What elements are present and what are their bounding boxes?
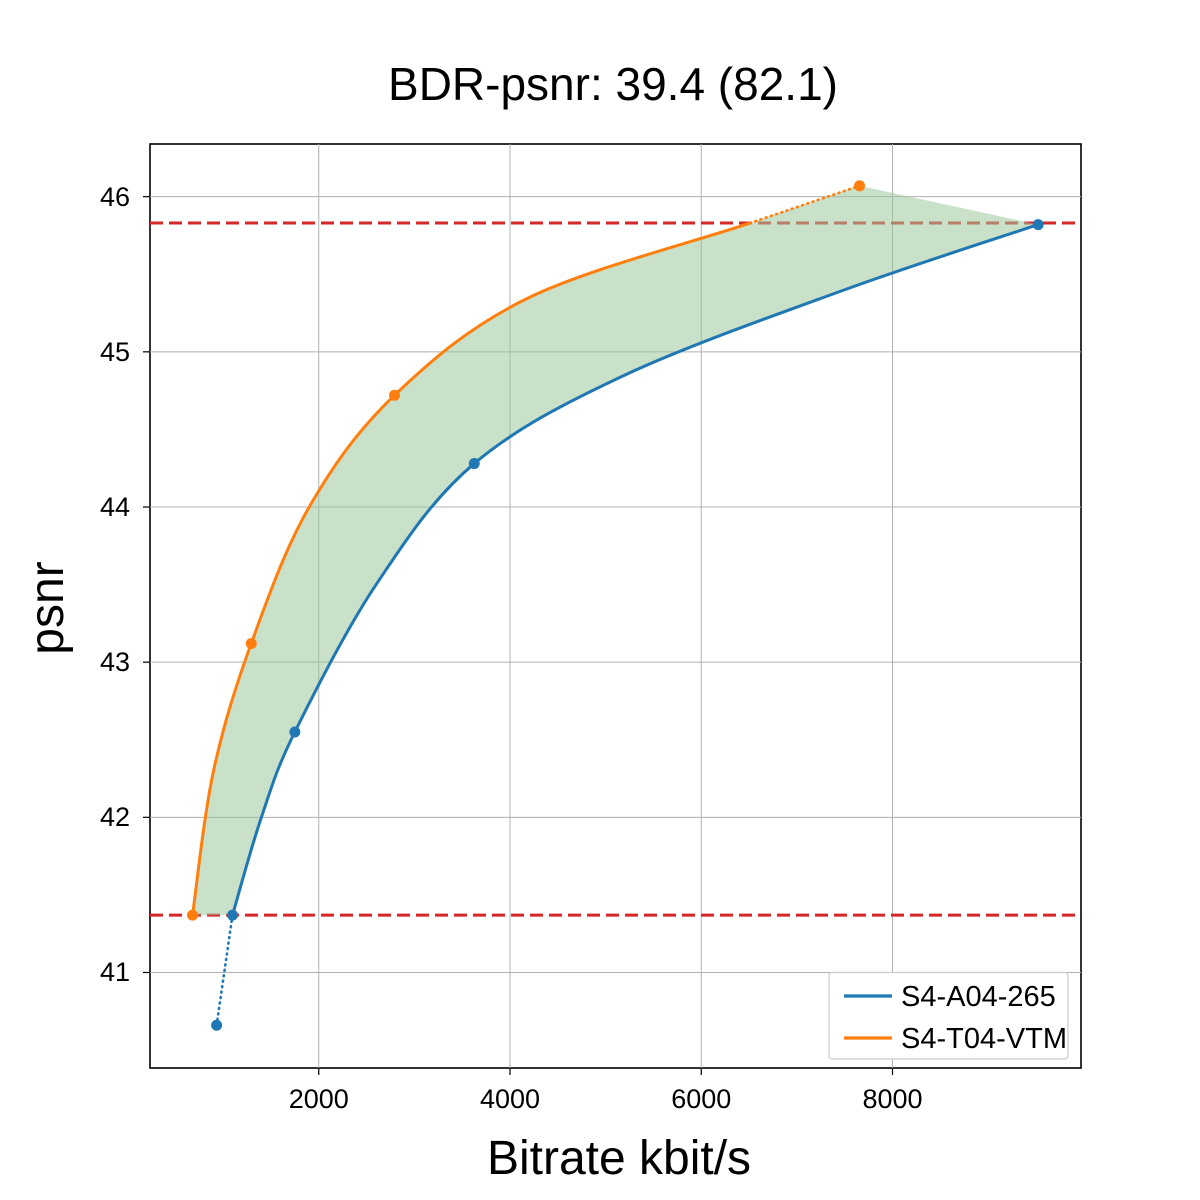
svg-text:43: 43 xyxy=(100,647,130,677)
svg-text:44: 44 xyxy=(100,492,130,522)
svg-text:4000: 4000 xyxy=(480,1084,540,1114)
svg-text:S4-T04-VTM: S4-T04-VTM xyxy=(901,1023,1067,1055)
svg-text:psnr: psnr xyxy=(21,561,74,654)
svg-text:8000: 8000 xyxy=(862,1084,922,1114)
svg-text:6000: 6000 xyxy=(671,1084,731,1114)
svg-text:41: 41 xyxy=(100,957,130,987)
svg-text:42: 42 xyxy=(100,802,130,832)
svg-text:46: 46 xyxy=(100,182,130,212)
svg-text:2000: 2000 xyxy=(289,1084,349,1114)
svg-text:45: 45 xyxy=(100,337,130,367)
svg-text:Bitrate kbit/s: Bitrate kbit/s xyxy=(487,1132,751,1185)
svg-text:BDR-psnr: 39.4 (82.1): BDR-psnr: 39.4 (82.1) xyxy=(388,58,838,110)
svg-text:S4-A04-265: S4-A04-265 xyxy=(901,981,1056,1013)
